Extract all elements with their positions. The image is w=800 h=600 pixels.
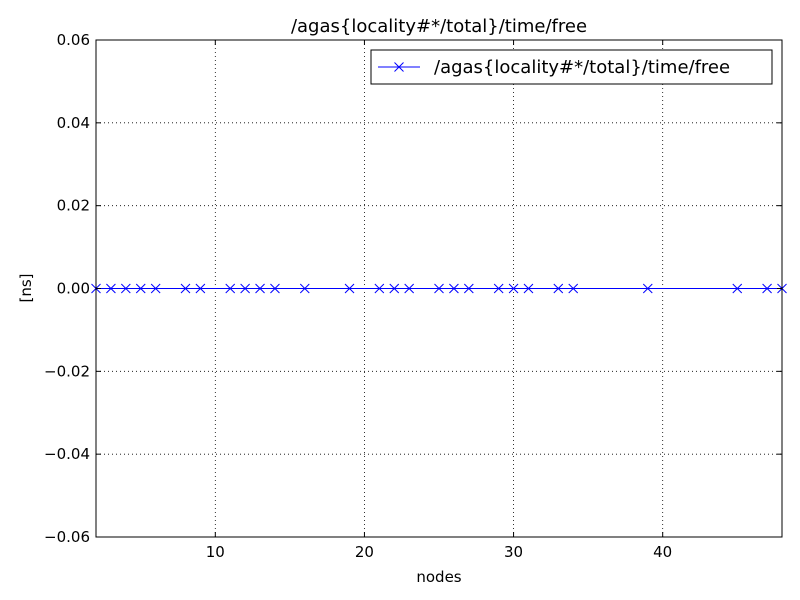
x-tick-label: 10 — [206, 543, 225, 561]
data-point-marker — [404, 283, 415, 294]
data-point-marker — [374, 283, 385, 294]
data-point-marker — [150, 283, 161, 294]
legend: /agas{locality#*/total}/time/free — [370, 49, 773, 85]
data-point-marker — [762, 283, 772, 294]
series-group — [91, 283, 787, 294]
x-tick-label: 20 — [355, 543, 374, 561]
data-point-marker — [299, 283, 310, 294]
data-point-marker — [493, 283, 504, 294]
y-tick-label: 0.06 — [57, 31, 90, 49]
chart-title: /agas{locality#*/total}/time/free — [291, 16, 587, 37]
data-point-marker — [180, 283, 191, 294]
data-point-marker — [255, 283, 265, 294]
data-point-marker — [225, 283, 236, 294]
data-point-marker — [449, 283, 459, 294]
legend-label: /agas{locality#*/total}/time/free — [434, 57, 730, 78]
data-point-marker — [240, 283, 250, 294]
data-point-marker — [344, 283, 355, 294]
data-point-marker — [463, 283, 474, 294]
data-point-marker — [732, 283, 743, 294]
data-point-marker — [106, 283, 116, 294]
data-point-marker — [135, 283, 146, 294]
x-tick-label: 40 — [653, 543, 672, 561]
data-point-marker — [195, 283, 206, 294]
y-tick-label: −0.06 — [44, 528, 90, 546]
data-point-marker — [642, 283, 653, 294]
x-axis-label: nodes — [416, 568, 461, 586]
data-point-marker — [523, 283, 534, 294]
axis-ticks: 10 20 30 40 −0.06 −0.04 −0.02 0.00 0.02 0.04 0.06 — [44, 31, 782, 561]
data-point-marker — [120, 283, 131, 294]
y-tick-label: 0.00 — [57, 280, 90, 298]
legend-marker-icon — [394, 62, 404, 72]
y-tick-label: −0.02 — [44, 362, 90, 380]
data-point-marker — [508, 283, 519, 294]
y-axis-label: [ns] — [17, 273, 35, 302]
y-tick-label: 0.04 — [57, 114, 90, 132]
legend-x-marker — [394, 62, 404, 72]
y-tick-label: 0.02 — [57, 197, 90, 215]
data-point-marker — [270, 283, 280, 294]
legend-box — [370, 49, 773, 85]
data-point-marker — [568, 283, 579, 294]
data-point-marker — [389, 283, 400, 294]
data-point-marker — [434, 283, 444, 294]
x-tick-label: 30 — [504, 543, 523, 561]
data-point-marker — [553, 283, 564, 294]
y-tick-label: −0.04 — [44, 445, 90, 463]
